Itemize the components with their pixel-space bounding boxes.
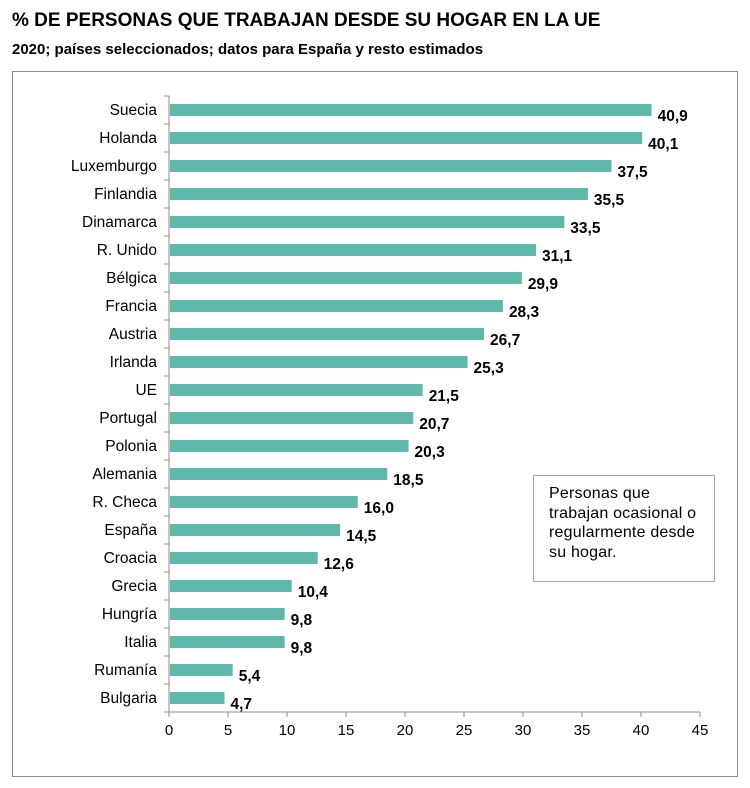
value-label: 37,5 — [618, 164, 649, 181]
chart-frame — [12, 71, 738, 777]
category-label: R. Unido — [97, 242, 157, 259]
bar — [170, 608, 285, 620]
bar — [170, 216, 565, 228]
value-label: 25,3 — [474, 360, 505, 377]
x-tick-label: 5 — [224, 722, 232, 739]
bar — [170, 160, 612, 172]
value-label: 35,5 — [594, 192, 625, 209]
value-label: 40,9 — [658, 108, 689, 125]
category-label: Holanda — [99, 130, 157, 147]
category-label: Grecia — [111, 578, 157, 595]
x-tick-label: 10 — [279, 722, 296, 739]
category-label: Portugal — [99, 410, 157, 427]
category-label: Dinamarca — [82, 214, 157, 231]
category-label: España — [104, 522, 157, 539]
value-label: 31,1 — [542, 248, 573, 265]
category-label: Hungría — [102, 606, 158, 623]
x-tick-label: 25 — [456, 722, 473, 739]
category-label: Croacia — [104, 550, 158, 567]
value-label: 9,8 — [291, 612, 313, 629]
value-label: 40,1 — [648, 136, 679, 153]
bar — [170, 468, 388, 480]
category-label: Francia — [105, 298, 157, 315]
x-tick-label: 35 — [574, 722, 591, 739]
bar — [170, 356, 468, 368]
value-label: 10,4 — [298, 584, 329, 601]
value-label: 18,5 — [393, 472, 424, 489]
value-label: 20,7 — [419, 416, 449, 433]
value-label: 26,7 — [490, 332, 520, 349]
value-label: 28,3 — [509, 304, 540, 321]
bar — [170, 300, 503, 312]
bar — [170, 272, 522, 284]
category-label: Finlandia — [94, 186, 157, 203]
category-label: Irlanda — [110, 354, 158, 371]
legend-box: Personas que trabajan ocasional o regula… — [533, 475, 715, 582]
value-label: 5,4 — [239, 668, 261, 685]
x-tick-label: 0 — [165, 722, 173, 739]
category-label: Italia — [124, 634, 157, 651]
bar — [170, 440, 409, 452]
x-tick-label: 15 — [338, 722, 355, 739]
value-label: 16,0 — [364, 500, 394, 517]
value-label: 9,8 — [291, 640, 313, 657]
chart-subtitle: 2020; países seleccionados; datos para E… — [12, 41, 484, 58]
category-label: Polonia — [105, 438, 157, 455]
value-label: 29,9 — [528, 276, 559, 293]
bar — [170, 552, 318, 564]
bar — [170, 132, 643, 144]
category-label: Luxemburgo — [71, 158, 157, 175]
bar — [170, 664, 233, 676]
value-label: 21,5 — [429, 388, 460, 405]
x-tick-label: 40 — [633, 722, 650, 739]
bar — [170, 524, 341, 536]
bar — [170, 496, 358, 508]
value-label: 14,5 — [346, 528, 377, 545]
category-label: Bulgaria — [100, 690, 157, 707]
x-tick-label: 45 — [692, 722, 709, 739]
bar — [170, 244, 536, 256]
category-label: Suecia — [110, 102, 158, 119]
legend-text: Personas que trabajan ocasional o regula… — [549, 485, 697, 561]
value-label: 12,6 — [324, 556, 355, 573]
bar — [170, 412, 414, 424]
category-label: R. Checa — [92, 494, 157, 511]
chart-title: % DE PERSONAS QUE TRABAJAN DESDE SU HOGA… — [12, 10, 601, 31]
bar — [170, 692, 225, 704]
category-label: Rumanía — [94, 662, 157, 679]
category-label: Bélgica — [106, 270, 157, 287]
value-label: 20,3 — [415, 444, 446, 461]
bar — [170, 328, 485, 340]
bar — [170, 104, 652, 116]
category-label: UE — [135, 382, 157, 399]
bar — [170, 384, 423, 396]
bar — [170, 580, 292, 592]
category-label: Alemania — [92, 466, 157, 483]
value-label: 33,5 — [570, 220, 601, 237]
bar — [170, 636, 285, 648]
bar — [170, 188, 588, 200]
value-label: 4,7 — [230, 696, 252, 713]
category-label: Austria — [109, 326, 158, 343]
x-tick-label: 20 — [397, 722, 414, 739]
x-tick-label: 30 — [515, 722, 532, 739]
